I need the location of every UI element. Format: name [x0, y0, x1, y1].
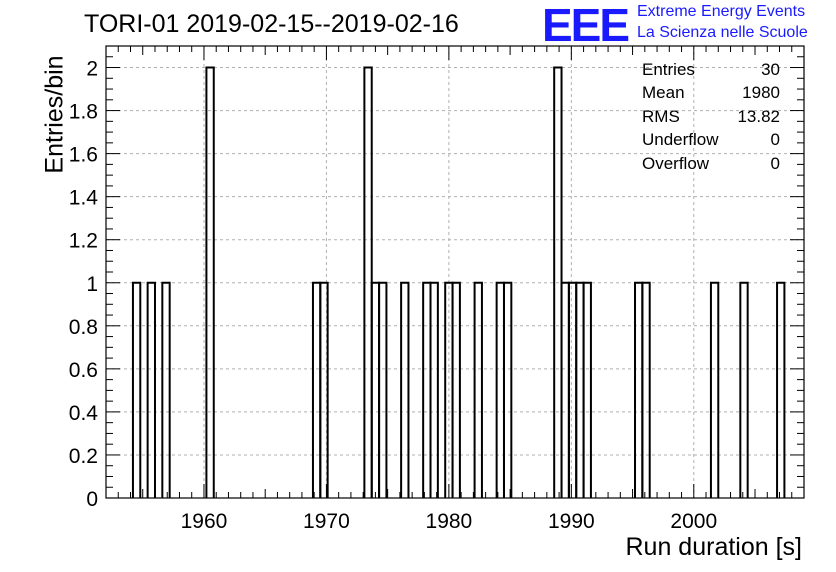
histogram-bin	[582, 281, 592, 498]
histogram-bin	[451, 281, 461, 498]
stat-row-mean: Mean 1980	[642, 81, 780, 104]
x-tick-label: 2000	[670, 510, 717, 533]
histogram-bin	[400, 281, 410, 498]
logo-line-2: La Scienza nelle Scuole	[637, 24, 808, 41]
stat-value: 13.82	[737, 106, 780, 126]
y-tick-label: 0.8	[69, 316, 98, 339]
y-axis-label: Entries/bin	[40, 55, 69, 174]
histogram-bin	[575, 281, 585, 498]
y-tick-label: 0	[86, 488, 98, 511]
stat-value: 0	[770, 153, 780, 173]
eee-logo: EEE	[542, 0, 630, 51]
stat-row-rms: RMS 13.82	[642, 105, 780, 128]
histogram-bin	[311, 281, 322, 498]
stat-value: 30	[761, 60, 780, 79]
histogram-bin	[473, 281, 483, 498]
histogram-bin	[378, 281, 388, 498]
y-tick-label: 1.4	[69, 187, 99, 210]
histogram-bin	[319, 281, 329, 498]
chart-title: TORI-01 2019-02-15--2019-02-16	[84, 10, 459, 38]
stat-label: Entries	[642, 60, 695, 79]
stat-value: 0	[770, 130, 780, 150]
bars-layer	[131, 66, 786, 498]
histogram-bin	[495, 281, 505, 498]
stat-row-entries: Entries 30	[642, 58, 780, 81]
x-axis-label: Run duration [s]	[625, 533, 803, 561]
histogram-bin	[776, 281, 786, 498]
x-tick-label: 1990	[548, 510, 595, 533]
histogram-bin	[131, 281, 142, 498]
stat-label: Underflow	[642, 130, 719, 150]
histogram-bin	[370, 281, 381, 498]
stat-label: Mean	[642, 83, 685, 103]
stat-row-overflow: Overflow 0	[642, 152, 780, 175]
histogram-bin	[567, 281, 578, 498]
logo-line-1: Extreme Energy Events	[637, 3, 806, 20]
histogram-bin	[146, 281, 156, 498]
stat-label: Overflow	[642, 153, 710, 173]
y-tick-label: 1.8	[69, 101, 98, 124]
histogram-bin	[429, 281, 439, 498]
histogram-bin	[422, 281, 432, 498]
y-tick-label: 0.4	[69, 402, 99, 425]
histogram-bin	[709, 281, 720, 498]
x-tick-label: 1970	[303, 510, 350, 533]
stats-box: Entries 30 Mean 1980 RMS 13.82 Underflow…	[642, 58, 780, 175]
histogram-bin	[161, 281, 171, 498]
histogram-bin	[739, 281, 749, 498]
histogram-bin	[205, 66, 215, 498]
x-tick-label: 1980	[426, 510, 473, 533]
axis-layer: 1960 1970 1980 1990 2000 0 0.2 0.4 0.6 0.8 1 1.2 1.4…	[69, 45, 805, 533]
histogram-bin	[502, 281, 513, 498]
stat-label: RMS	[642, 106, 680, 126]
y-tick-label: 0.6	[69, 359, 98, 382]
histogram-bin	[634, 281, 644, 498]
stat-row-underflow: Underflow 0	[642, 128, 780, 151]
stat-value: 1980	[742, 83, 780, 103]
histogram-bin	[641, 281, 651, 498]
y-tick-label: 0.2	[69, 445, 98, 468]
y-tick-label: 1.6	[69, 144, 98, 167]
x-tick-label: 1960	[181, 510, 228, 533]
y-tick-label: 1	[86, 273, 98, 296]
y-tick-label: 2	[86, 58, 98, 81]
y-tick-label: 1.2	[69, 230, 98, 253]
histogram-bin	[560, 281, 570, 498]
